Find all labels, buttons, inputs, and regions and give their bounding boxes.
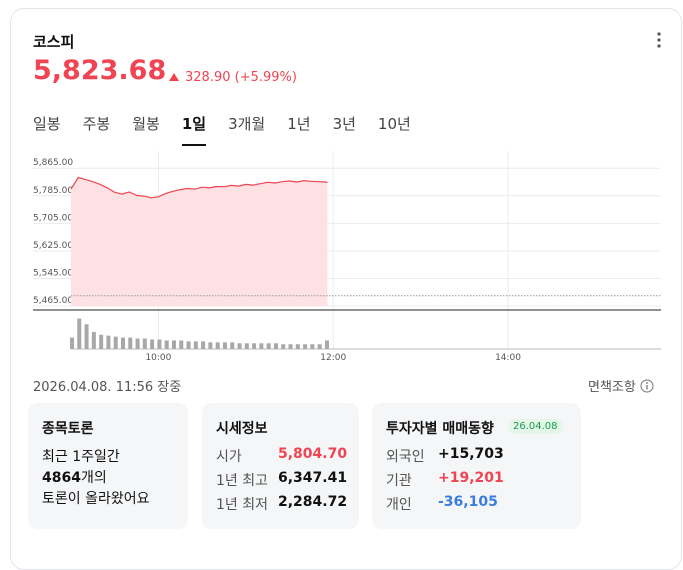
- discussion-count: 4864: [42, 470, 81, 486]
- x-tick-label: 14:00: [495, 353, 521, 363]
- volume-bar: [208, 342, 213, 349]
- x-tick-label: 12:00: [320, 353, 346, 363]
- row-value: 6,347.41: [278, 470, 348, 486]
- volume-bar: [201, 341, 206, 349]
- row-label: 개인: [386, 497, 412, 513]
- disclaimer[interactable]: 면책조항: [588, 376, 654, 395]
- row-label: 시가: [216, 449, 242, 465]
- change-pct: (+5.99%): [234, 70, 297, 85]
- volume-bar: [222, 342, 227, 349]
- card-title: 종목토론: [42, 421, 94, 437]
- period-tab[interactable]: 3개월: [228, 115, 266, 133]
- card-title: 투자자별 매매동향: [386, 421, 494, 437]
- date-badge: 26.04.08: [508, 419, 563, 434]
- y-tick-label: 5,705.00: [33, 213, 73, 223]
- volume-bar: [106, 335, 111, 349]
- volume-bar: [171, 340, 176, 349]
- volume-bar: [128, 337, 133, 349]
- volume-bar: [310, 344, 315, 349]
- volume-bar: [179, 340, 184, 349]
- volume-bar: [295, 344, 300, 349]
- volume-bar: [303, 344, 308, 349]
- card-text: 4864개의: [42, 467, 107, 487]
- volume-bar: [157, 339, 162, 349]
- row-value: 5,804.70: [278, 446, 348, 462]
- card-text: 토론이 올라왔어요: [42, 491, 150, 507]
- row-label: 1년 최저: [216, 497, 268, 513]
- row-label: 외국인: [386, 449, 425, 465]
- y-tick-label: 5,785.00: [33, 186, 73, 196]
- card-title: 시세정보: [216, 421, 268, 437]
- period-tab[interactable]: 1년: [287, 115, 311, 133]
- price-line: [70, 176, 328, 199]
- price: 5,823.68: [33, 55, 167, 86]
- volume-bar: [288, 344, 293, 349]
- volume-bar: [164, 340, 169, 349]
- change-value: 328.90: [185, 70, 231, 85]
- volume-bar: [99, 334, 104, 349]
- card-text: 최근 1주일간: [42, 449, 120, 465]
- volume-bar: [91, 331, 96, 349]
- discussion-card[interactable]: 종목토론 최근 1주일간 4864개의 토론이 올라왔어요: [28, 403, 188, 529]
- volume-bar: [150, 339, 155, 349]
- y-tick-label: 5,625.00: [33, 241, 73, 251]
- volume-bar: [142, 338, 147, 349]
- period-tab[interactable]: 1일: [181, 113, 207, 146]
- volume-bar: [266, 343, 271, 349]
- volume-bar: [281, 344, 286, 349]
- volume-bar: [244, 343, 249, 349]
- y-tick-label: 5,865.00: [33, 158, 73, 168]
- period-tab[interactable]: 3년: [332, 115, 356, 133]
- investor-card[interactable]: 투자자별 매매동향 26.04.08 외국인 +15,703 기관 +19,201 개인…: [372, 403, 581, 529]
- row-value: +19,201: [438, 470, 504, 486]
- volume-bar: [113, 336, 118, 349]
- quote-card[interactable]: 시세정보 시가 5,804.70 1년 최고 6,347.41 1년 최저 2,284.7…: [202, 403, 359, 529]
- timestamp: 2026.04.08. 11:56 장중: [33, 380, 182, 395]
- row-label: 기관: [386, 473, 412, 489]
- row-value: -36,105: [438, 494, 498, 510]
- y-tick-label: 5,465.00: [33, 296, 73, 306]
- volume-bar: [237, 343, 242, 349]
- period-tab[interactable]: 주봉: [82, 115, 111, 133]
- card-text: 개의: [80, 470, 107, 486]
- volume-bar: [230, 342, 235, 349]
- disclaimer-text[interactable]: 면책조항: [588, 380, 636, 395]
- volume-bar: [70, 337, 74, 349]
- volume-bar: [77, 318, 82, 349]
- price-area: [71, 177, 328, 306]
- volume-bar: [193, 341, 198, 349]
- menu-button[interactable]: [656, 31, 662, 49]
- volume-bar: [135, 338, 140, 349]
- row-label: 1년 최고: [216, 473, 268, 489]
- volume-bar: [186, 341, 191, 349]
- period-tabs: 일봉 주봉 월봉 1일 3개월 1년 3년 10년: [33, 113, 433, 146]
- volume-bar: [324, 340, 329, 349]
- volume-bar: [84, 324, 89, 349]
- volume-bar: [317, 344, 322, 349]
- up-arrow: [169, 73, 179, 81]
- index-name: 코스피: [33, 33, 75, 51]
- page: 코스피 5,823.68 328.90 (+5.99%) 일봉 주봉 월봉 1일 3개월…: [10, 8, 682, 570]
- volume-bar: [215, 342, 220, 349]
- info-icon[interactable]: [640, 379, 654, 393]
- period-tab[interactable]: 월봉: [132, 115, 160, 133]
- volume-bar: [259, 343, 264, 349]
- x-tick-label: 10:00: [145, 353, 171, 363]
- y-tick-label: 5,545.00: [33, 268, 73, 278]
- volume-bar: [120, 337, 125, 349]
- row-value: +15,703: [438, 446, 504, 462]
- change: 328.90 (+5.99%): [185, 70, 297, 85]
- period-tab[interactable]: 10년: [377, 115, 411, 133]
- row-value: 2,284.72: [278, 494, 348, 510]
- period-tab[interactable]: 일봉: [33, 115, 61, 133]
- volume-bar: [252, 343, 257, 349]
- chart: 5,865.00 5,785.00 5,705.00 5,625.00 5,545.00…: [33, 151, 661, 363]
- stock-widget: 코스피 5,823.68 328.90 (+5.99%) 일봉 주봉 월봉 1일 3개월…: [10, 8, 682, 570]
- volume-bar: [273, 343, 278, 349]
